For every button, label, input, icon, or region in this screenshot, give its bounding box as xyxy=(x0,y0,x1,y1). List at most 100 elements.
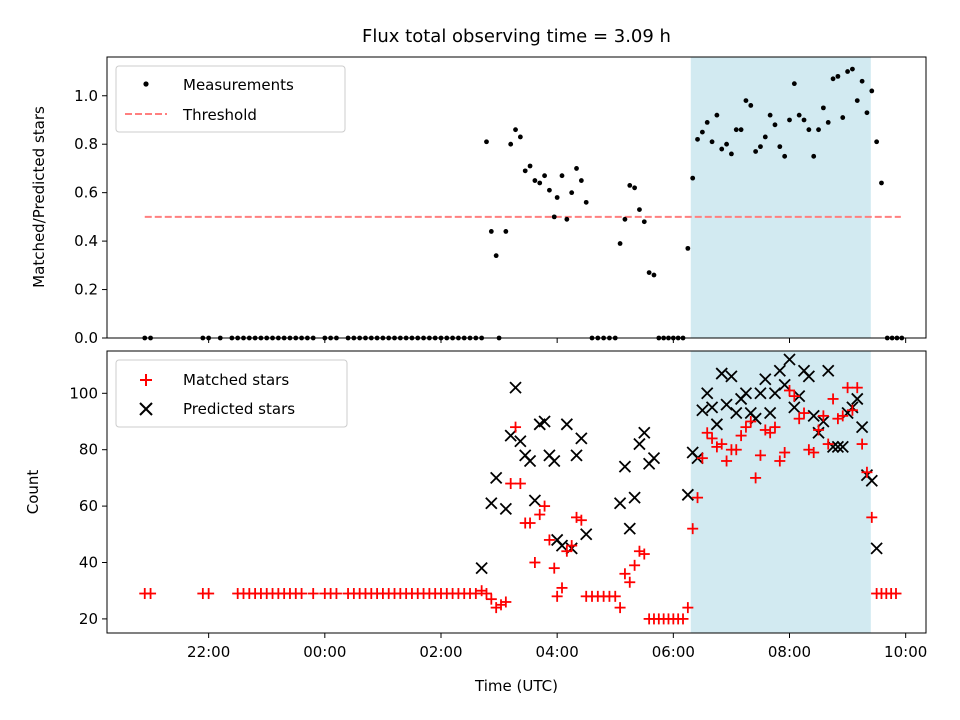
top-y-ticks: 0.0 0.2 0.4 0.6 0.8 1.0 xyxy=(74,87,107,347)
matched-star-point xyxy=(633,545,645,557)
measurement-point xyxy=(729,151,734,157)
predicted-star-point xyxy=(705,401,719,414)
predicted-star-point xyxy=(855,421,869,434)
measurement-point xyxy=(719,146,725,152)
matched-star-point xyxy=(575,514,587,526)
xtick-label: 08:00 xyxy=(768,643,811,661)
measurement-point xyxy=(542,173,547,179)
matched-star-point xyxy=(750,472,762,484)
matched-star-point xyxy=(551,590,563,602)
measurement-point xyxy=(551,214,557,220)
measurement-point xyxy=(787,117,792,123)
measurement-point xyxy=(830,76,836,82)
measurement-point xyxy=(709,139,715,145)
matched-star-point xyxy=(614,602,626,614)
measurement-point xyxy=(699,129,705,135)
measurement-point xyxy=(864,110,870,116)
top-shaded-span xyxy=(690,57,871,338)
predicted-star-point xyxy=(485,497,498,510)
measurement-point xyxy=(796,112,802,118)
predicted-star-point xyxy=(647,452,661,465)
predicted-star-point xyxy=(778,378,791,391)
matched-star-point xyxy=(505,478,517,490)
measurement-point xyxy=(854,98,860,104)
measurement-point xyxy=(559,173,565,179)
bottom-series-group xyxy=(139,353,902,625)
top-legend-box xyxy=(115,65,346,133)
top-legend: Measurements Threshold xyxy=(115,65,346,133)
measurement-point xyxy=(569,190,575,196)
measurement-point xyxy=(801,117,807,123)
bottom-ytick-label: 60 xyxy=(79,497,98,515)
top-ytick-label: 0.0 xyxy=(74,329,98,347)
matched-star-point xyxy=(721,455,733,467)
matched-star-point xyxy=(534,509,546,521)
measurement-point xyxy=(791,81,797,87)
matched-star-point xyxy=(692,492,704,504)
x-axis-label: Time (UTC) xyxy=(474,677,558,695)
predicted-star-point xyxy=(710,418,724,431)
matched-star-point xyxy=(495,599,507,611)
matched-star-point xyxy=(740,421,752,433)
measurement-point xyxy=(748,103,754,108)
top-plot-frame xyxy=(106,56,927,339)
xtick-label: 06:00 xyxy=(652,643,695,661)
predicted-star-point xyxy=(817,415,830,428)
predicted-star-point xyxy=(865,474,878,487)
matched-star-point xyxy=(706,432,718,444)
bottom-ytick-label: 80 xyxy=(79,441,98,459)
matched-star-point xyxy=(514,478,526,490)
top-ytick-label: 1.0 xyxy=(74,87,98,105)
predicted-star-point xyxy=(764,406,777,420)
measurement-point xyxy=(517,134,523,140)
matched-star-point xyxy=(571,511,583,523)
matched-star-point xyxy=(561,545,573,557)
matched-star-point xyxy=(817,410,829,422)
predicted-star-point xyxy=(528,494,542,507)
matched-star-point xyxy=(543,534,555,546)
measurement-point xyxy=(758,144,763,150)
matched-star-point xyxy=(890,588,902,600)
matched-star-point xyxy=(677,613,689,625)
matched-star-point xyxy=(490,602,502,614)
matched-star-point xyxy=(861,466,873,478)
predicted-star-point xyxy=(475,562,488,575)
matched-star-point xyxy=(638,548,650,560)
predicted-star-point xyxy=(618,460,632,473)
bottom-plot-frame xyxy=(106,350,927,634)
predicted-star-point xyxy=(759,373,772,386)
predicted-star-point xyxy=(499,502,512,516)
bottom-legend: Matched stars Predicted stars xyxy=(115,359,348,428)
measurement-point xyxy=(574,166,579,171)
measurement-point xyxy=(825,120,831,125)
matched-star-point xyxy=(842,382,854,394)
predicted-star-point xyxy=(739,387,753,400)
matched-star-point xyxy=(470,588,482,600)
measurement-point xyxy=(641,219,647,225)
measurement-point xyxy=(874,139,880,145)
predicted-star-point xyxy=(523,454,537,468)
measurement-point xyxy=(617,241,623,246)
matched-star-point xyxy=(529,557,541,568)
predicted-star-point xyxy=(836,440,849,454)
matched-star-point xyxy=(822,438,834,450)
measurement-point xyxy=(782,153,788,159)
predicted-star-point xyxy=(773,364,786,377)
predicted-star-point xyxy=(575,432,588,445)
matched-star-point xyxy=(735,430,747,442)
predicted-star-point xyxy=(802,370,815,383)
predicted-star-point xyxy=(548,454,561,468)
measurement-point xyxy=(690,175,696,181)
predicted-star-point xyxy=(715,367,728,380)
measurement-point xyxy=(840,115,846,120)
top-ytick-label: 0.8 xyxy=(74,135,98,153)
matched-star-point xyxy=(609,590,621,602)
bottom-ytick-label: 40 xyxy=(79,554,98,572)
legend-threshold-label: Threshold xyxy=(182,106,257,124)
predicted-star-point xyxy=(788,401,801,414)
measurement-point xyxy=(493,253,499,259)
matched-star-point xyxy=(716,438,728,450)
legend-measurements-marker xyxy=(143,81,149,87)
matched-star-point xyxy=(774,455,786,467)
matched-star-point xyxy=(687,523,699,535)
